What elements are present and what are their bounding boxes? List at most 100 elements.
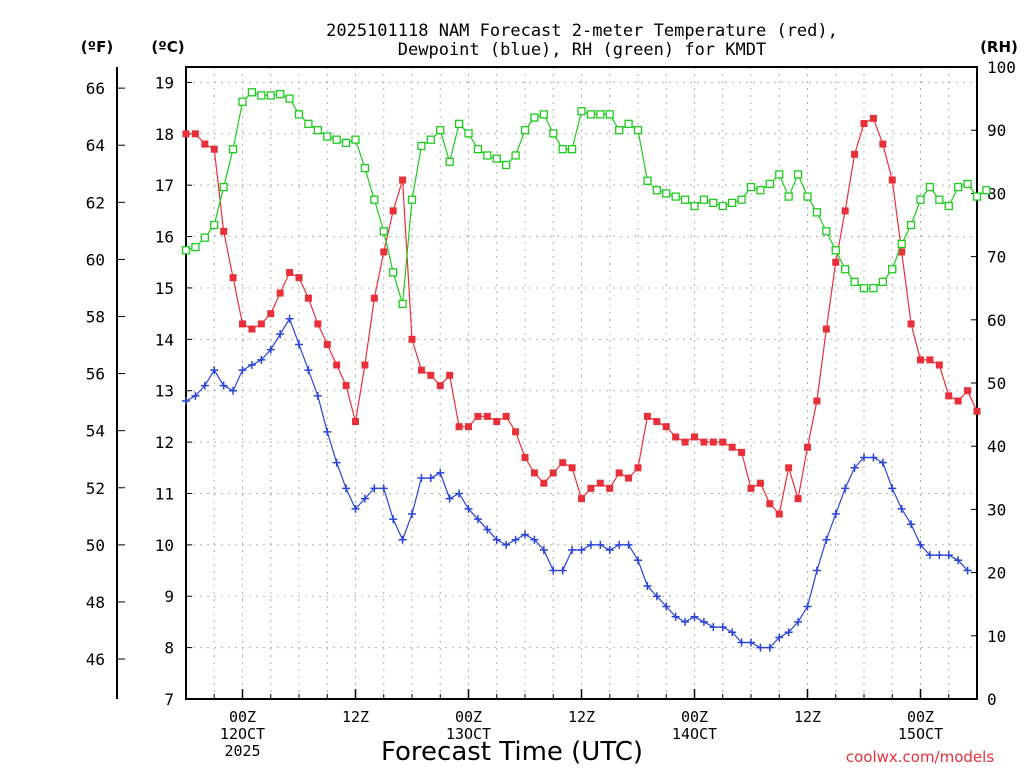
temperature-point bbox=[869, 114, 877, 122]
rh-point bbox=[935, 195, 944, 204]
temperature-point bbox=[634, 464, 642, 472]
rh-point bbox=[539, 110, 548, 119]
rh-point bbox=[181, 246, 191, 255]
rh-point bbox=[238, 97, 247, 106]
rh-point bbox=[577, 107, 586, 116]
temperature-point bbox=[973, 407, 981, 415]
dewpoint-point bbox=[944, 551, 953, 560]
rh-point bbox=[586, 110, 596, 119]
dewpoint-point bbox=[313, 391, 322, 400]
temperature-point bbox=[257, 320, 265, 328]
rh-point bbox=[436, 126, 445, 135]
rh-point bbox=[775, 170, 784, 179]
dewpoint-point bbox=[191, 391, 200, 400]
rh-point bbox=[605, 110, 614, 119]
dewpoint-point bbox=[841, 484, 850, 493]
temperature-point bbox=[917, 356, 924, 364]
rh-point bbox=[709, 198, 718, 208]
fahrenheit-tick-label: 58 bbox=[86, 307, 105, 326]
rh-point bbox=[633, 126, 643, 135]
rh-tick-label: 40 bbox=[987, 437, 1006, 456]
rh-point bbox=[963, 179, 972, 189]
rh-point bbox=[859, 284, 869, 293]
rh-point bbox=[558, 145, 567, 154]
dewpoint-point bbox=[775, 633, 784, 642]
temperature-point bbox=[709, 438, 717, 446]
temperature-point bbox=[474, 412, 482, 420]
temperature-point bbox=[568, 464, 576, 472]
dewpoint-point bbox=[747, 638, 755, 647]
celsius-tick-label: 16 bbox=[155, 228, 174, 247]
temperature-point bbox=[860, 120, 868, 128]
rh-point bbox=[191, 242, 200, 252]
rh-point bbox=[304, 119, 313, 129]
dewpoint-point bbox=[634, 556, 642, 565]
rh-point bbox=[596, 110, 605, 119]
x-tick-label: 00Z bbox=[229, 708, 256, 726]
temperature-point bbox=[333, 361, 341, 369]
rh-point bbox=[294, 110, 304, 119]
rh-point bbox=[671, 192, 680, 201]
fahrenheit-unit-label: (ºF) bbox=[81, 38, 113, 56]
rh-point bbox=[549, 129, 558, 138]
temperature-point bbox=[370, 294, 378, 302]
rh-point bbox=[266, 91, 275, 100]
rh-point bbox=[916, 195, 925, 204]
rh-tick-label: 10 bbox=[987, 627, 1006, 646]
rh-point bbox=[812, 208, 822, 217]
dewpoint-point bbox=[370, 484, 379, 493]
rh-point bbox=[841, 265, 850, 274]
rh-point bbox=[407, 195, 417, 204]
temperature-point bbox=[323, 340, 331, 348]
dewpoint-point bbox=[276, 330, 285, 339]
dewpoint-point bbox=[323, 427, 332, 436]
fahrenheit-tick-label: 64 bbox=[86, 136, 105, 155]
x-tick-label: 12Z bbox=[342, 708, 369, 726]
temperature-point bbox=[408, 335, 416, 343]
x-tick-label: 12Z bbox=[794, 708, 821, 726]
dewpoint-point bbox=[935, 551, 944, 560]
rh-point bbox=[906, 220, 916, 230]
dewpoint-point bbox=[389, 515, 398, 524]
dewpoint-point bbox=[878, 458, 887, 467]
dewpoint-point bbox=[860, 453, 868, 462]
dewpoint-point bbox=[549, 566, 558, 575]
celsius-tick-label: 9 bbox=[164, 587, 174, 606]
temperature-point bbox=[794, 495, 802, 503]
temperature-point bbox=[964, 387, 972, 395]
dewpoint-point bbox=[332, 458, 341, 467]
celsius-tick-label: 8 bbox=[164, 639, 174, 658]
rh-point bbox=[379, 227, 388, 236]
grid-lines bbox=[186, 67, 977, 699]
rh-point bbox=[831, 246, 840, 255]
temperature-point bbox=[559, 459, 567, 467]
dewpoint-point bbox=[869, 453, 878, 462]
dewpoint-point bbox=[200, 381, 209, 390]
dewpoint-point bbox=[803, 602, 812, 611]
temperature-point bbox=[239, 320, 246, 328]
dewpoint-point bbox=[615, 540, 624, 549]
temperature-point bbox=[220, 227, 228, 235]
dewpoint-point bbox=[822, 535, 831, 544]
temperature-point bbox=[342, 382, 350, 390]
dewpoint-point bbox=[502, 540, 511, 549]
rh-point bbox=[492, 154, 501, 163]
temperature-point bbox=[549, 469, 557, 477]
x-tick-label: 12Z bbox=[568, 708, 595, 726]
dewpoint-point bbox=[925, 551, 934, 560]
rh-point bbox=[615, 126, 624, 135]
temperature-point bbox=[286, 269, 294, 277]
dewpoint-point bbox=[266, 345, 275, 354]
temperature-point bbox=[945, 392, 953, 400]
dewpoint-point bbox=[408, 510, 416, 519]
x-tick-label: 00Z bbox=[455, 708, 482, 726]
rh-tick-label: 90 bbox=[987, 121, 1006, 140]
temperature-point bbox=[691, 433, 698, 441]
rh-point bbox=[662, 189, 671, 198]
dewpoint-point bbox=[295, 340, 303, 349]
temperature-point bbox=[380, 248, 388, 256]
rh-point bbox=[699, 195, 709, 204]
dewpoint-point bbox=[568, 545, 577, 554]
dewpoint-point bbox=[643, 581, 652, 590]
celsius-tick-label: 10 bbox=[155, 536, 174, 555]
